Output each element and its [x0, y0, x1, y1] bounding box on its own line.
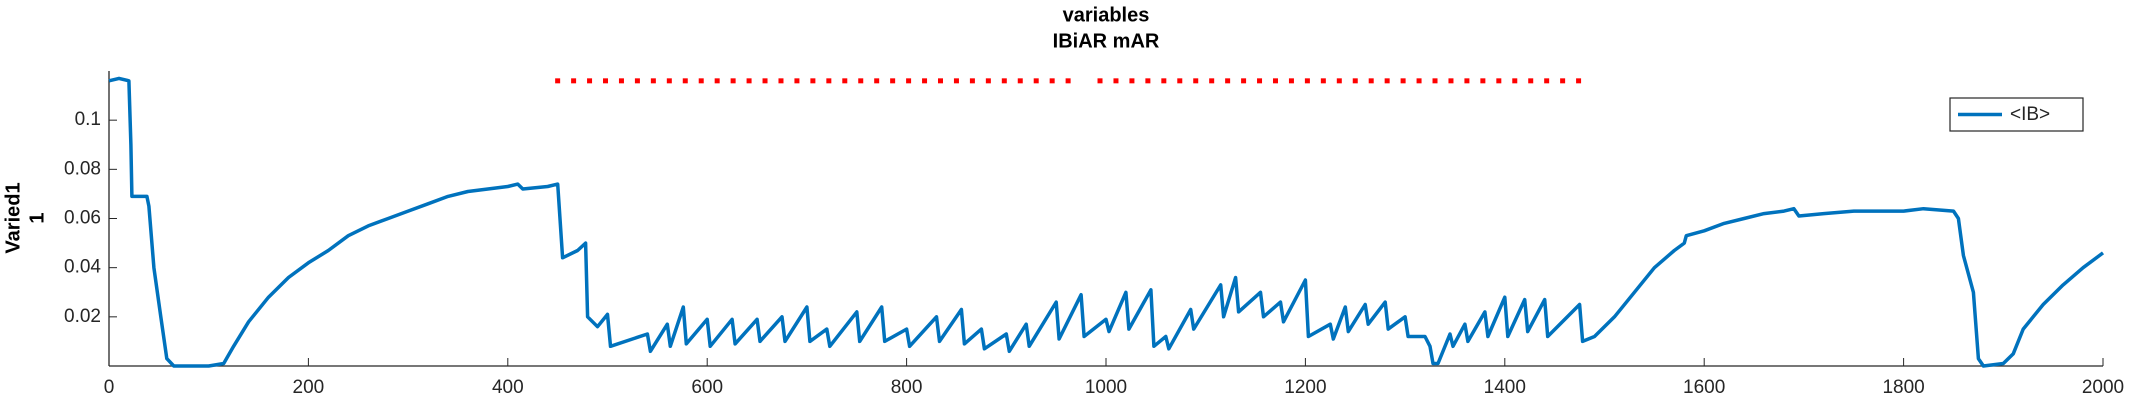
- marker-dot: [1400, 78, 1406, 84]
- marker-dot: [1384, 78, 1390, 84]
- x-tick-label: 2000: [2082, 377, 2124, 398]
- y-tick-label: 0.04: [64, 257, 101, 278]
- marker-dot: [906, 78, 912, 84]
- marker-dot: [969, 78, 975, 84]
- marker-dot: [682, 78, 688, 84]
- marker-dot: [1225, 78, 1231, 84]
- x-tick-label: 600: [691, 377, 723, 398]
- y-axis-label: 1: [26, 212, 48, 223]
- marker-dot: [1416, 78, 1422, 84]
- marker-dot: [1368, 78, 1374, 84]
- marker-dot: [1097, 78, 1103, 84]
- marker-dot: [1480, 78, 1486, 84]
- marker-dot: [1065, 78, 1071, 84]
- marker-dot: [1257, 78, 1263, 84]
- marker-dot: [1033, 78, 1039, 84]
- marker-dot: [1464, 78, 1470, 84]
- marker-dot: [1113, 78, 1119, 84]
- marker-dot: [922, 78, 928, 84]
- marker-dot: [1241, 78, 1247, 84]
- marker-dot: [1193, 78, 1199, 84]
- marker-dot: [842, 78, 848, 84]
- legend-label: <IB>: [2010, 104, 2050, 125]
- marker-dot: [810, 78, 816, 84]
- marker-dot: [890, 78, 896, 84]
- marker-dot: [953, 78, 959, 84]
- x-tick-label: 1200: [1284, 377, 1326, 398]
- marker-dot: [1209, 78, 1215, 84]
- marker-dot: [762, 78, 768, 84]
- series-line: [108, 76, 2105, 368]
- marker-dot: [1161, 78, 1167, 84]
- marker-dot: [1336, 78, 1342, 84]
- marker-dot: [1576, 78, 1582, 84]
- marker-dot: [587, 78, 593, 84]
- x-tick-label: 1600: [1683, 377, 1725, 398]
- marker-dot: [874, 78, 880, 84]
- marker-dot: [794, 78, 800, 84]
- marker-dot: [571, 78, 577, 84]
- x-tick-label: 800: [891, 377, 923, 398]
- marker-dot: [1352, 78, 1358, 84]
- marker-dot: [937, 78, 943, 84]
- marker-dot: [1017, 78, 1023, 84]
- marker-dot: [1288, 78, 1294, 84]
- marker-dot: [1129, 78, 1135, 84]
- marker-dot: [650, 78, 656, 84]
- marker-dot: [1049, 78, 1055, 84]
- marker-dot: [1528, 78, 1534, 84]
- marker-dot: [730, 78, 736, 84]
- y-tick-label: 0.08: [64, 158, 101, 179]
- y-tick-label: 0.02: [64, 306, 101, 327]
- x-tick-label: 1400: [1484, 377, 1526, 398]
- marker-dot: [1512, 78, 1518, 84]
- marker-dot: [1304, 78, 1310, 84]
- marker-dot: [698, 78, 704, 84]
- marker-dot: [634, 78, 640, 84]
- marker-dot: [826, 78, 832, 84]
- marker-dot: [1001, 78, 1007, 84]
- marker-dot: [603, 78, 609, 84]
- marker-dot: [618, 78, 624, 84]
- marker-dot: [714, 78, 720, 84]
- chart-subtitle: IBiAR mAR: [1053, 30, 1160, 52]
- marker-dot: [1272, 78, 1278, 84]
- x-tick-label: 1800: [1882, 377, 1924, 398]
- chart-title: variables: [1063, 4, 1150, 26]
- marker-dot: [1177, 78, 1183, 84]
- marker-dot: [1560, 78, 1566, 84]
- x-tick-label: 200: [293, 377, 325, 398]
- y-axis-label: Varied1: [2, 182, 24, 253]
- x-tick-label: 400: [492, 377, 524, 398]
- marker-dot: [1448, 78, 1454, 84]
- x-tick-label: 1000: [1085, 377, 1127, 398]
- marker-dot: [1544, 78, 1550, 84]
- marker-dot: [1320, 78, 1326, 84]
- marker-dot: [985, 78, 991, 84]
- marker-dot: [666, 78, 672, 84]
- marker-dot: [1432, 78, 1438, 84]
- marker-dot: [746, 78, 752, 84]
- marker-dot: [858, 78, 864, 84]
- marker-dot: [778, 78, 784, 84]
- marker-dot: [1496, 78, 1502, 84]
- legend-box: [1949, 97, 2084, 132]
- x-tick-label: 0: [104, 377, 115, 398]
- marker-dot: [555, 78, 561, 84]
- y-tick-label: 0.1: [75, 109, 101, 130]
- marker-dot: [1145, 78, 1151, 84]
- y-tick-label: 0.06: [64, 208, 101, 229]
